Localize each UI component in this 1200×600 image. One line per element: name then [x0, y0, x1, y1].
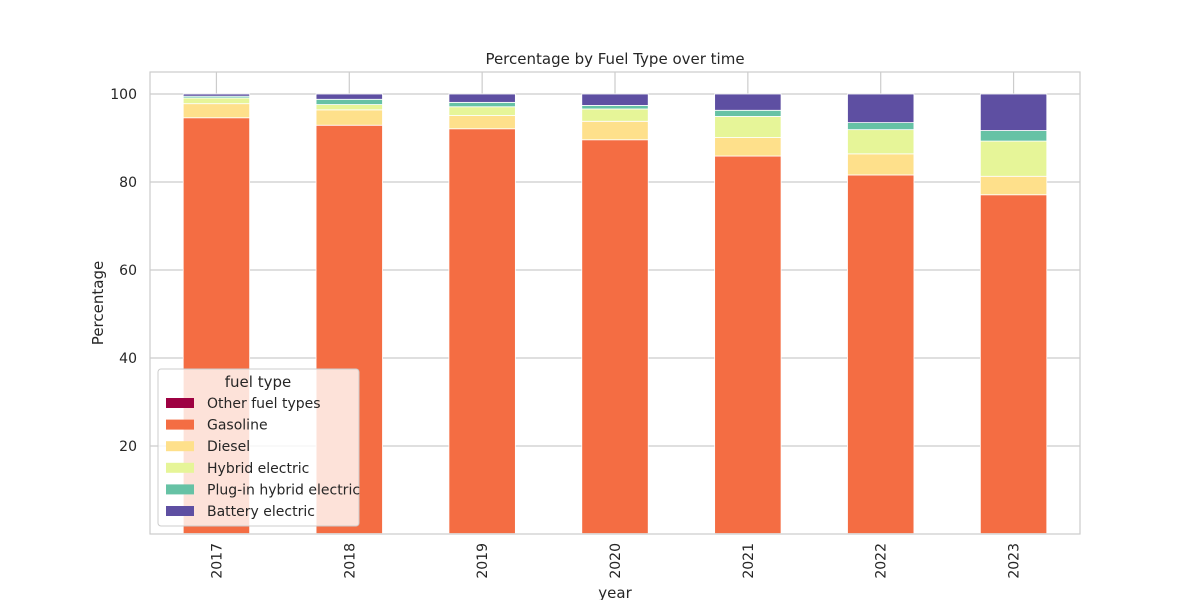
legend-swatch — [166, 506, 194, 516]
x-tick-label: 2023 — [1007, 543, 1023, 579]
bar-segment — [979, 93, 1048, 131]
bar-segment — [847, 93, 915, 124]
legend-label: Hybrid electric — [207, 461, 309, 477]
legend-label: Gasoline — [207, 418, 268, 434]
legend-label: Battery electric — [207, 504, 315, 520]
bar-segment — [714, 109, 782, 117]
legend: fuel type Other fuel types Gasoline Diesel… — [157, 368, 360, 527]
y-tick-label: 20 — [119, 439, 137, 455]
legend-label: Plug-in hybrid electric — [207, 482, 360, 498]
y-tick-label: 60 — [119, 263, 137, 279]
x-axis-label: year — [598, 584, 632, 600]
plot-frame — [149, 71, 1081, 535]
bar-segment — [182, 93, 251, 97]
bar-segment — [315, 93, 383, 100]
bar-segment — [182, 103, 251, 119]
bar-segment — [714, 155, 782, 534]
bar-segment — [979, 140, 1048, 177]
bar-segment — [315, 104, 383, 111]
y-tick-label: 80 — [119, 175, 137, 191]
y-tick-labels: 20 40 60 80 100 — [110, 87, 137, 455]
bar-segment — [448, 93, 516, 103]
bar-segment — [581, 108, 649, 122]
bar-segment — [847, 153, 915, 176]
x-tick-labels: 2017 2018 2019 2020 2021 2022 2023 — [209, 543, 1022, 579]
x-tick-label: 2021 — [741, 543, 757, 579]
legend-label: Other fuel types — [207, 396, 321, 412]
y-axis-label: Percentage — [89, 261, 107, 345]
bar-segment — [979, 194, 1048, 534]
bar-segment — [581, 105, 649, 110]
legend-swatch — [166, 398, 194, 408]
bar-segment — [448, 115, 516, 130]
bar-segment — [979, 175, 1048, 196]
legend-swatch — [166, 441, 194, 452]
legend-label: Diesel — [207, 439, 250, 455]
y-tick-label: 40 — [119, 351, 137, 367]
bar-segment — [714, 137, 782, 157]
bar-segment — [581, 93, 649, 106]
legend-title: fuel type — [225, 373, 291, 391]
bar-segment — [979, 130, 1048, 142]
bar-segment — [448, 128, 516, 534]
bar-segment — [714, 116, 782, 138]
bar-segment — [448, 106, 516, 116]
bar-segment — [847, 122, 915, 131]
x-tick-label: 2020 — [608, 543, 624, 579]
bar-segment — [581, 139, 649, 534]
bar-segment — [847, 174, 915, 534]
bar-segment — [315, 98, 383, 105]
bar-segment — [315, 109, 383, 126]
x-tick-label: 2019 — [475, 543, 491, 579]
legend-box — [157, 368, 360, 527]
bar-segment — [714, 93, 782, 111]
x-tick-label: 2017 — [209, 543, 225, 579]
legend-swatch — [166, 419, 194, 430]
legend-swatch — [166, 462, 194, 473]
legend-swatch — [166, 484, 194, 495]
legend-items: Other fuel types Gasoline Diesel Hybrid ele… — [166, 396, 360, 520]
bar-segment — [847, 129, 915, 155]
y-tick-label: 100 — [110, 87, 137, 103]
x-tick-label: 2018 — [342, 543, 358, 579]
bar-segment — [581, 120, 649, 141]
chart-title: Percentage by Fuel Type over time — [485, 50, 744, 68]
bar-segment — [182, 97, 251, 105]
x-tick-label: 2022 — [874, 543, 890, 579]
bar-segment — [448, 101, 516, 108]
